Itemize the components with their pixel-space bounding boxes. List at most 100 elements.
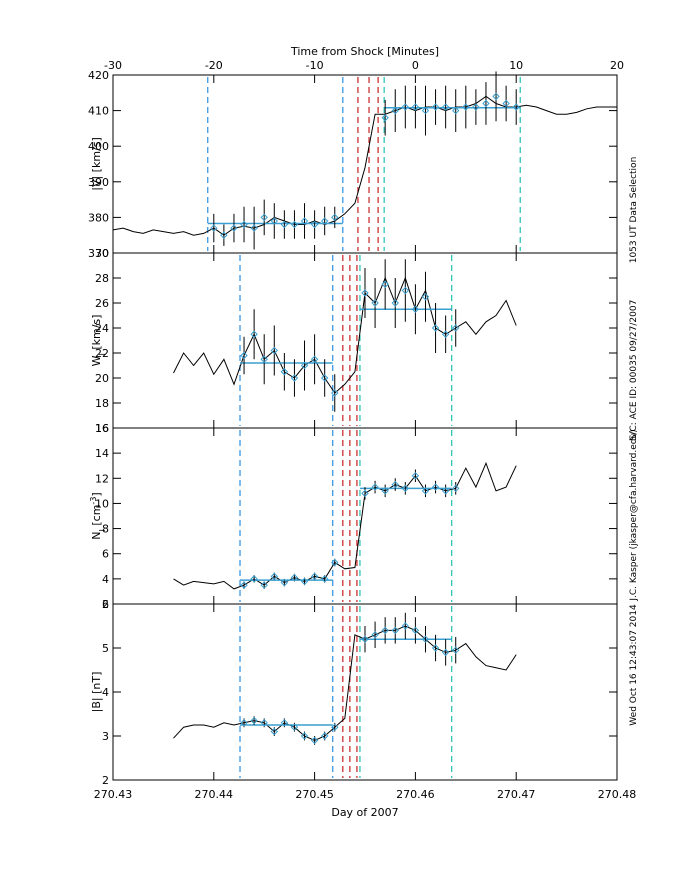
y-tick-label: 20 — [95, 372, 109, 385]
avg-point — [240, 351, 248, 360]
avg-point — [361, 289, 369, 297]
y-axis-label: NI [cm-3] — [89, 492, 107, 539]
avg-point — [300, 732, 309, 740]
side-note: 1053 UT Data Selection — [629, 157, 639, 264]
x-tick-label: 270.43 — [94, 788, 133, 801]
avg-point — [250, 330, 258, 338]
x-axis-label: Day of 2007 — [331, 806, 398, 819]
avg-point — [320, 575, 329, 583]
avg-point — [280, 719, 289, 727]
avg-point — [421, 635, 430, 643]
avg-point — [452, 106, 460, 115]
avg-point — [260, 719, 268, 727]
avg-point — [260, 581, 268, 589]
avg-point — [320, 217, 329, 225]
y-tick-label: 16 — [95, 422, 109, 435]
avg-point — [290, 723, 299, 731]
x-tick-label: 270.48 — [598, 788, 637, 801]
avg-point — [220, 231, 228, 239]
side-note: S/C: ACE ID: 00035 09/27/2007 — [629, 300, 639, 441]
avg-point — [270, 572, 278, 581]
avg-point — [331, 213, 339, 222]
y-tick-label: 14 — [95, 447, 109, 460]
avg-point — [391, 299, 399, 307]
y-axis-label: |B| [nT] — [90, 672, 103, 713]
avg-point — [320, 732, 329, 740]
y-tick-label: 16 — [95, 422, 109, 435]
avg-point — [270, 346, 278, 355]
avg-point — [512, 103, 520, 111]
y-tick-label: 10 — [95, 497, 109, 510]
y-tick-label: 410 — [88, 105, 109, 118]
avg-point — [310, 220, 319, 229]
avg-point — [381, 280, 389, 288]
avg-point — [431, 103, 440, 111]
y-tick-label: 3 — [102, 730, 109, 743]
y-tick-label: 5 — [102, 642, 109, 655]
avg-point — [421, 293, 430, 301]
avg-point — [310, 572, 319, 581]
y-tick-label: 22 — [95, 347, 109, 360]
avg-point — [441, 330, 450, 338]
avg-point — [240, 719, 248, 727]
x-tick-label: 270.47 — [497, 788, 536, 801]
avg-point — [431, 324, 440, 332]
y-tick-label: 26 — [95, 297, 109, 310]
top-axis-label: Time from Shock [Minutes] — [290, 45, 439, 58]
panel-frame — [112, 427, 618, 605]
avg-point — [411, 472, 420, 480]
y-axis-label-part: W — [90, 355, 103, 366]
avg-point — [331, 558, 339, 567]
y-axis-label: |V| [km/s] — [90, 137, 103, 191]
y-tick-label: 2 — [102, 598, 109, 611]
avg-point — [240, 581, 248, 589]
y-axis-label-part: ] — [90, 492, 103, 496]
avg-point — [290, 374, 299, 382]
avg-point — [331, 389, 339, 397]
y-axis-label-part: |B| [nT] — [90, 672, 103, 713]
avg-point — [320, 374, 329, 382]
avg-point — [441, 103, 450, 111]
y-axis-label-part: |V| [km/s] — [90, 137, 103, 191]
avg-point — [431, 483, 440, 491]
avg-point — [431, 644, 440, 652]
avg-point — [361, 635, 369, 643]
top-tick-label: 10 — [509, 59, 523, 72]
top-tick-label: -30 — [104, 59, 122, 72]
avg-point — [260, 213, 268, 222]
y-tick-label: 2 — [102, 774, 109, 787]
y-tick-label: 420 — [88, 69, 109, 82]
top-tick-label: 0 — [412, 59, 419, 72]
y-axis-label-part: I — [98, 353, 107, 355]
avg-point — [250, 224, 258, 232]
top-tick-label: 20 — [610, 59, 624, 72]
avg-point — [240, 220, 248, 229]
avg-point — [381, 626, 389, 635]
y-axis-label-part: [cm — [90, 505, 103, 530]
y-tick-label: 370 — [88, 247, 109, 260]
avg-point — [411, 305, 420, 313]
avg-point — [381, 114, 389, 122]
avg-point — [290, 573, 299, 582]
avg-point — [452, 324, 460, 332]
avg-point — [462, 103, 470, 111]
x-tick-label: 270.45 — [295, 788, 334, 801]
avg-point — [391, 106, 399, 115]
avg-point — [260, 355, 268, 363]
data-line — [173, 625, 517, 741]
avg-point — [441, 648, 450, 657]
avg-point — [250, 575, 258, 583]
avg-point — [280, 578, 289, 587]
avg-point — [381, 487, 389, 495]
avg-point — [371, 483, 379, 491]
avg-point — [371, 631, 379, 639]
avg-point — [310, 736, 319, 745]
avg-point — [421, 487, 430, 495]
avg-point — [441, 487, 450, 495]
avg-point — [280, 220, 289, 229]
avg-point — [482, 99, 490, 108]
top-tick-label: -20 — [205, 59, 223, 72]
y-tick-label: 390 — [88, 176, 109, 189]
side-note: Wed Oct 16 12:43:07 2014 — [629, 604, 639, 726]
